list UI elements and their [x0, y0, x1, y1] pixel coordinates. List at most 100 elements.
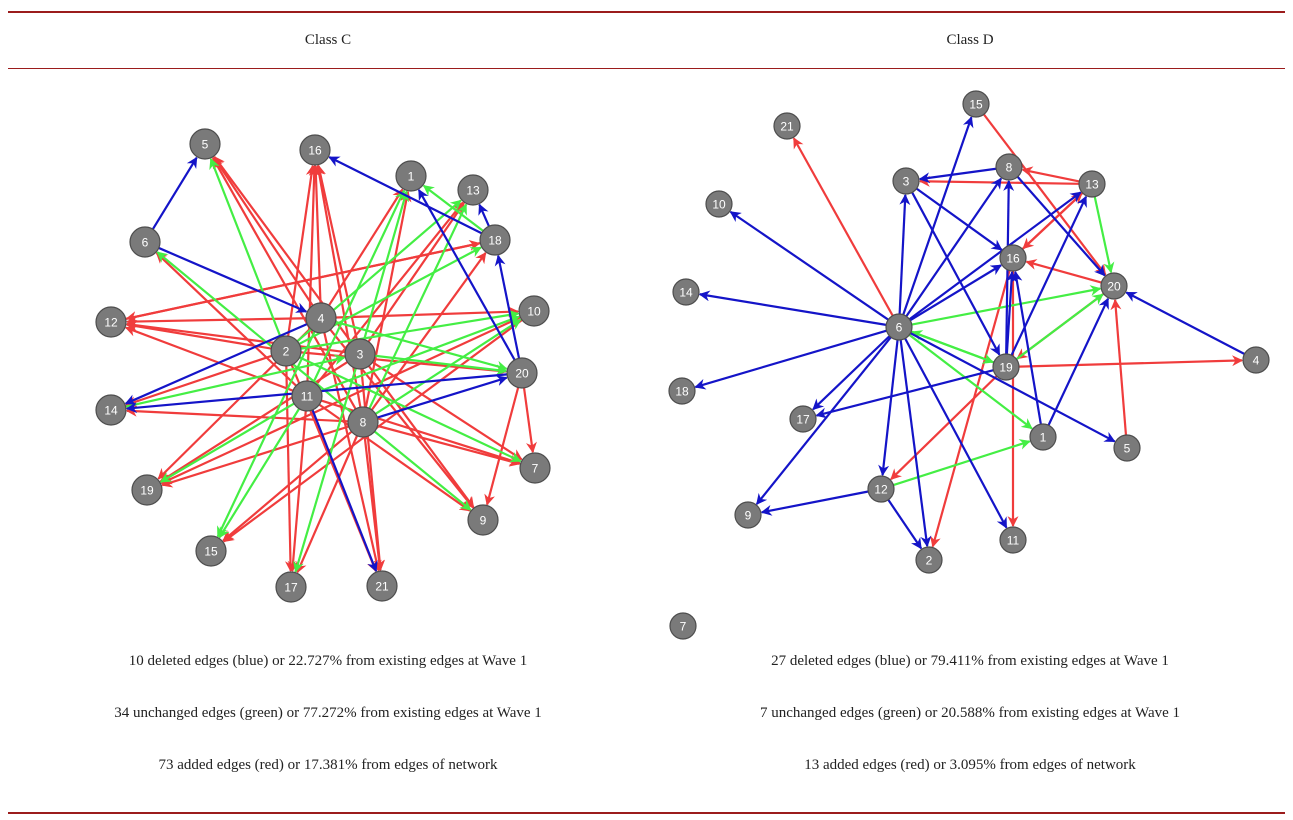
node-1: 1	[395, 160, 427, 192]
node-circle-10	[518, 295, 550, 327]
edge-unchanged-4-15	[216, 331, 316, 538]
edge-deleted-6-12	[878, 339, 899, 477]
node-label-10: 10	[527, 305, 541, 319]
node-18: 18	[668, 377, 696, 405]
node-circle-9	[467, 504, 499, 536]
node-20: 20	[506, 357, 538, 389]
node-3: 3	[344, 338, 376, 370]
node-circle-2	[270, 335, 302, 367]
edge-added-2-16	[287, 164, 317, 337]
node-circle-8	[347, 406, 379, 438]
node-5: 5	[1113, 434, 1141, 462]
node-label-15: 15	[969, 98, 983, 112]
class-d-unchanged-stat: 7 unchanged edges (green) or 20.588% fro…	[759, 705, 1181, 721]
edge-added-19-4	[1018, 355, 1244, 368]
edge-added-11-13	[315, 201, 464, 386]
node-label-11: 11	[301, 390, 314, 404]
node-19: 19	[992, 353, 1020, 381]
edge-deleted-6-2	[899, 339, 932, 548]
edge-added-8-14	[125, 405, 349, 423]
edge-deleted-20-1	[417, 188, 516, 361]
node-13: 13	[457, 174, 489, 206]
node-label-16: 16	[308, 144, 322, 158]
node-circle-7	[669, 612, 697, 640]
edge-unchanged-11-15	[218, 408, 301, 539]
node-circle-11	[999, 526, 1027, 554]
node-circle-16	[999, 244, 1027, 272]
edge-deleted-8-20	[1016, 176, 1106, 277]
node-label-12: 12	[874, 483, 888, 497]
node-label-10: 10	[712, 198, 726, 212]
node-label-9: 9	[745, 509, 752, 523]
node-5: 5	[189, 128, 221, 160]
node-circle-14	[672, 278, 700, 306]
node-14: 14	[672, 278, 700, 306]
edge-deleted-18-13	[478, 203, 490, 227]
node-circle-5	[189, 128, 221, 160]
node-circle-8	[995, 153, 1023, 181]
node-circle-3	[344, 338, 376, 370]
edge-unchanged-2-10	[300, 309, 520, 350]
edge-added-8-5	[211, 156, 357, 410]
node-circle-18	[479, 224, 511, 256]
edge-added-8-15	[222, 430, 353, 542]
edge-deleted-1-20	[1047, 297, 1110, 426]
edge-unchanged-8-13	[368, 203, 468, 409]
edge-unchanged-6-19	[910, 330, 994, 364]
edge-unchanged-11-19	[159, 402, 295, 483]
node-10: 10	[518, 295, 550, 327]
edge-unchanged-3-17	[293, 368, 357, 573]
edge-deleted-3-19	[911, 191, 1001, 356]
node-circle-19	[992, 353, 1020, 381]
edge-unchanged-11-1	[312, 189, 406, 383]
edge-added-4-1	[328, 188, 404, 306]
node-15: 15	[195, 535, 227, 567]
edge-layer	[124, 155, 537, 574]
edge-added-20-16	[1025, 259, 1102, 284]
node-label-13: 13	[466, 184, 480, 198]
node-label-19: 19	[140, 484, 154, 498]
node-17: 17	[275, 571, 307, 603]
edge-deleted-6-11	[904, 337, 1008, 529]
edge-deleted-8-3	[918, 167, 997, 184]
class-c-added-stat: 73 added edges (red) or 17.381% from edg…	[158, 757, 498, 773]
node-label-19: 19	[999, 361, 1013, 375]
node-circle-4	[1242, 346, 1270, 374]
node-label-3: 3	[903, 175, 910, 189]
edge-deleted-19-16	[1005, 270, 1017, 355]
node-circle-16	[299, 134, 331, 166]
node-7: 7	[519, 452, 551, 484]
edge-unchanged-11-10	[320, 314, 521, 392]
edge-added-16-13	[1021, 192, 1083, 250]
edge-deleted-6-17	[812, 335, 891, 411]
edge-deleted-6-10	[729, 210, 889, 321]
node-label-1: 1	[408, 170, 415, 184]
edge-added-3-16	[315, 164, 358, 340]
node-label-15: 15	[204, 545, 218, 559]
node-11: 11	[291, 380, 323, 412]
edge-deleted-6-4	[158, 246, 308, 313]
edge-added-2-17	[284, 365, 296, 573]
class-c-deleted-stat: 10 deleted edges (blue) or 22.727% from …	[128, 653, 528, 669]
node-label-18: 18	[675, 385, 689, 399]
node-circle-15	[195, 535, 227, 567]
node-circle-1	[395, 160, 427, 192]
node-circle-7	[519, 452, 551, 484]
edge-added-8-17	[296, 435, 359, 574]
edge-added-19-12	[890, 375, 998, 481]
top-rule	[8, 11, 1285, 13]
header-rule	[8, 68, 1285, 69]
node-14: 14	[95, 394, 127, 426]
edge-added-11-17	[287, 410, 307, 573]
edge-unchanged-14-3	[125, 354, 346, 408]
node-label-13: 13	[1085, 178, 1099, 192]
edge-added-8-1	[364, 190, 412, 408]
edge-deleted-6-5	[151, 156, 198, 230]
node-9: 9	[467, 504, 499, 536]
column-title-class-d: Class D	[946, 32, 994, 48]
node-label-2: 2	[283, 345, 290, 359]
edge-unchanged-6-1	[908, 334, 1033, 430]
edge-deleted-1-16	[1011, 270, 1042, 425]
node-10: 10	[705, 190, 733, 218]
